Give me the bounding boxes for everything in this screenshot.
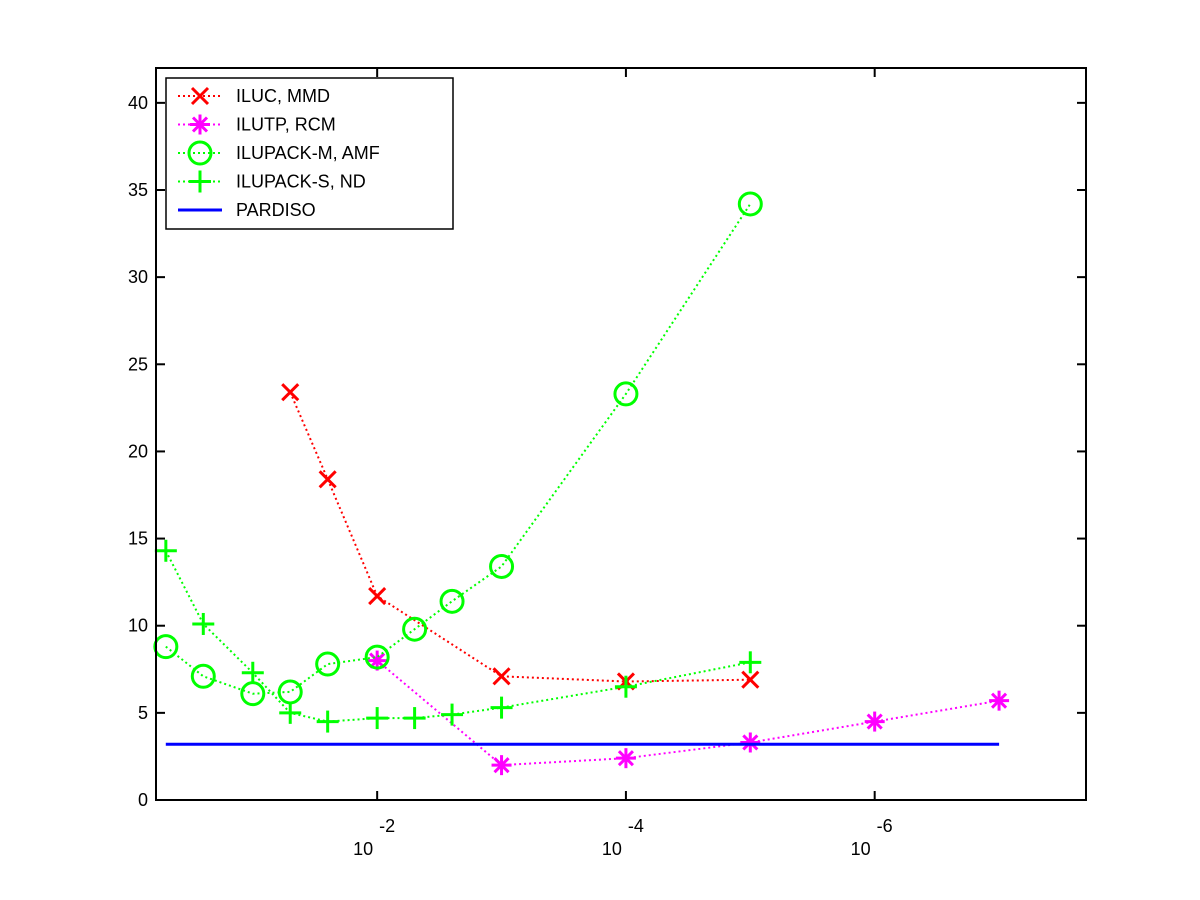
legend-label: ILUPACK-M, AMF — [236, 143, 380, 163]
series-line-3 — [164, 550, 751, 723]
data-point-2-1 — [190, 663, 216, 689]
data-point-2-9 — [613, 381, 639, 407]
data-point-2-5 — [364, 644, 390, 670]
data-point-2-6 — [402, 616, 428, 642]
data-point-0-0 — [281, 383, 300, 402]
legend-label: ILUPACK-S, ND — [236, 172, 366, 192]
y-tick-label-8: 40 — [128, 93, 148, 113]
x-tick-base: 10 — [851, 839, 871, 859]
legend-entry-3: ILUPACK-S, ND — [178, 170, 366, 193]
data-point-2-10 — [737, 191, 763, 217]
y-tick-label-4: 20 — [128, 441, 148, 461]
data-point-3-5 — [366, 707, 389, 730]
series-3 — [154, 539, 762, 733]
legend-label: ILUC, MMD — [236, 86, 330, 106]
data-point-3-9 — [614, 675, 637, 698]
y-tick-label-5: 25 — [128, 354, 148, 374]
axes-frame — [155, 67, 1087, 801]
x-tick-base: 10 — [602, 839, 622, 859]
data-point-0-2 — [368, 587, 387, 606]
data-point-3-8 — [490, 696, 513, 719]
y-tick-label-7: 35 — [128, 180, 148, 200]
legend-marker — [187, 140, 213, 166]
data-point-3-7 — [441, 703, 464, 726]
x-tick-label-0: 10 -2 — [353, 816, 395, 859]
legend-label: PARDISO — [236, 200, 316, 220]
series-layer — [153, 191, 1010, 776]
data-point-0-3 — [492, 667, 511, 686]
axes-layer: 0 5 10 15 20 25 30 35 40 10 -2 10 -4 10 -6 — [128, 67, 1087, 859]
x-tick-base: 10 — [353, 839, 373, 859]
legend-label: ILUTP, RCM — [236, 115, 336, 135]
series-line-1 — [376, 659, 1000, 767]
legend-marker — [190, 114, 210, 135]
data-point-3-3 — [279, 701, 302, 724]
data-point-1-4 — [864, 711, 885, 732]
legend-entry-2: ILUPACK-M, AMF — [178, 140, 380, 166]
data-point-3-2 — [241, 661, 264, 684]
data-point-0-1 — [318, 470, 337, 489]
y-tick-label-2: 10 — [128, 616, 148, 636]
data-point-2-0 — [153, 634, 179, 660]
data-point-0-5 — [741, 670, 760, 689]
legend-entry-0: ILUC, MMD — [178, 86, 330, 106]
data-point-2-7 — [439, 588, 465, 614]
x-tick-exponent: -2 — [379, 816, 395, 836]
data-point-3-4 — [316, 710, 339, 733]
data-point-3-0 — [154, 539, 177, 562]
legend-entry-1: ILUTP, RCM — [178, 114, 336, 135]
data-point-2-4 — [315, 651, 341, 677]
data-point-3-1 — [192, 612, 215, 635]
x-tick-exponent: -6 — [877, 816, 893, 836]
data-point-2-8 — [489, 553, 515, 579]
legend: ILUC, MMD ILUTP, RCM ILUPACK-M, AMF ILUPACK… — [165, 77, 454, 230]
legend-marker — [190, 86, 210, 106]
data-point-1-3 — [740, 732, 761, 753]
x-tick-label-2: 10 -6 — [851, 816, 893, 859]
legend-entry-4: PARDISO — [178, 200, 316, 220]
y-tick-label-0: 0 — [138, 790, 148, 810]
y-tick-label-3: 15 — [128, 529, 148, 549]
data-point-3-6 — [403, 707, 426, 730]
x-tick-exponent: -4 — [628, 816, 644, 836]
y-tick-label-6: 30 — [128, 267, 148, 287]
data-point-1-5 — [989, 690, 1010, 711]
y-tick-label-1: 5 — [138, 703, 148, 723]
data-point-1-1 — [491, 755, 512, 776]
series-line-0 — [289, 391, 751, 683]
legend-marker — [189, 170, 211, 193]
data-point-1-2 — [615, 748, 636, 769]
x-tick-label-1: 10 -4 — [602, 816, 644, 859]
data-point-3-10 — [739, 651, 762, 674]
